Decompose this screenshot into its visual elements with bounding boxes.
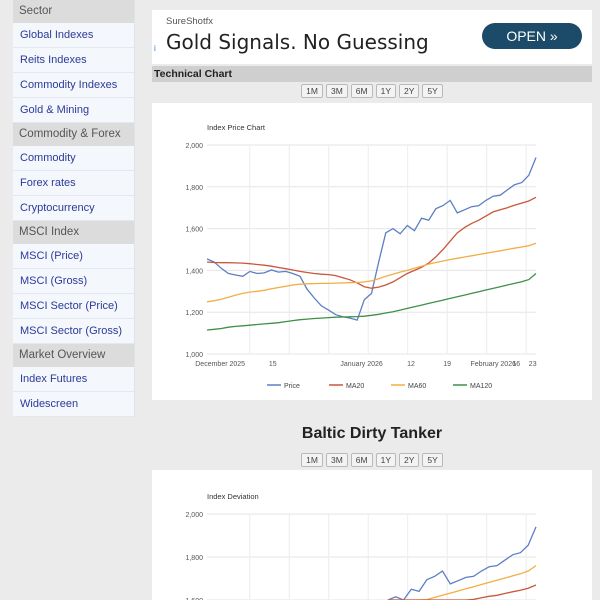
x-tick-label: 15 (269, 361, 277, 368)
info-icon[interactable]: i (154, 44, 156, 53)
chart-title: Index Deviation (207, 492, 259, 501)
sidebar-item[interactable]: Gold & Mining (13, 98, 134, 123)
sidebar-item[interactable]: Global Indexes (13, 23, 134, 48)
ad-banner[interactable]: SureShotfx i Gold Signals. No Guessing O… (152, 10, 592, 64)
sidebar-item[interactable]: MSCI (Price) (13, 244, 134, 269)
sidebar-header: Sector (13, 0, 134, 23)
chart-title: Index Price Chart (207, 123, 266, 132)
sidebar-header: MSCI Index (13, 221, 134, 244)
legend-label[interactable]: MA120 (470, 383, 492, 390)
y-tick-label: 2,000 (185, 512, 203, 519)
deviation-chart: Index Deviation 1,600 1,800 2,000 (185, 492, 537, 600)
sidebar-item[interactable]: MSCI Sector (Price) (13, 294, 134, 319)
x-tick-label: January 2026 (340, 361, 383, 368)
price-chart-card: Index Price Chart 1,000 1,200 1,400 1,600 1,8… (152, 103, 592, 400)
range-button-3m[interactable]: 3M (325, 453, 348, 467)
ad-brand: SureShotfx (166, 16, 213, 27)
range-button-1y[interactable]: 1Y (375, 84, 397, 98)
sidebar-item[interactable]: Cryptocurrency (13, 196, 134, 221)
ad-headline[interactable]: Gold Signals. No Guessing (166, 30, 429, 54)
legend-label[interactable]: MA20 (346, 383, 364, 390)
range-selector-1: 1M 3M 6M 1Y 2Y 5Y (152, 84, 592, 100)
range-button-3m[interactable]: 3M (325, 84, 348, 98)
y-tick-label: 1,400 (185, 268, 203, 275)
sidebar-item[interactable]: Commodity (13, 146, 134, 171)
range-button-1m[interactable]: 1M (301, 453, 323, 467)
sidebar-item[interactable]: Commodity Indexes (13, 73, 134, 98)
range-button-6m[interactable]: 6M (350, 453, 373, 467)
legend-label[interactable]: MA60 (408, 383, 426, 390)
range-button-6m[interactable]: 6M (350, 84, 373, 98)
range-button-2y[interactable]: 2Y (399, 84, 420, 98)
sidebar-item[interactable]: Widescreen (13, 392, 134, 417)
y-tick-label: 1,200 (185, 310, 203, 317)
sidebar: Sector Global Indexes Reits Indexes Commodi… (13, 0, 135, 417)
y-tick-label: 1,600 (185, 227, 203, 234)
sidebar-item[interactable]: MSCI (Gross) (13, 269, 134, 294)
series-line-ma120 (206, 273, 537, 331)
range-button-5y[interactable]: 5Y (422, 84, 443, 98)
ad-open-button[interactable]: OPEN » (482, 23, 582, 49)
range-selector-2: 1M 3M 6M 1Y 2Y 5Y (152, 453, 592, 469)
series-line-ma20 (206, 196, 537, 289)
series-line-price (206, 157, 537, 321)
x-tick-label: 19 (443, 361, 451, 368)
y-tick-label: 2,000 (185, 143, 203, 150)
y-tick-label: 1,000 (185, 352, 203, 359)
sidebar-header: Market Overview (13, 344, 134, 367)
deviation-chart-card: Index Deviation 1,600 1,800 2,000 (152, 470, 592, 600)
y-tick-label: 1,600 (185, 598, 203, 600)
y-tick-label: 1,800 (185, 555, 203, 562)
x-tick-label: 12 (407, 361, 415, 368)
x-tick-label: 16 (512, 361, 520, 368)
range-button-5y[interactable]: 5Y (422, 453, 443, 467)
range-button-2y[interactable]: 2Y (399, 453, 420, 467)
sidebar-header: Commodity & Forex (13, 123, 134, 146)
range-button-1y[interactable]: 1Y (375, 453, 397, 467)
series-line-ma60 (388, 565, 537, 600)
series-line-ma20 (388, 584, 537, 600)
x-tick-label: 23 (529, 361, 537, 368)
sidebar-item[interactable]: MSCI Sector (Gross) (13, 319, 134, 344)
price-chart: Index Price Chart 1,000 1,200 1,400 1,600 1,8… (185, 123, 537, 390)
sidebar-item[interactable]: Index Futures (13, 367, 134, 392)
legend-label[interactable]: Price (284, 383, 300, 390)
range-button-1m[interactable]: 1M (301, 84, 323, 98)
y-tick-label: 1,800 (185, 185, 203, 192)
sidebar-item[interactable]: Forex rates (13, 171, 134, 196)
series-line-price (387, 526, 537, 600)
second-chart-title: Baltic Dirty Tanker (301, 425, 443, 442)
section-title: Technical Chart (152, 66, 592, 82)
x-tick-label: February 2026 (470, 361, 516, 368)
x-tick-label: December 2025 (195, 361, 245, 368)
sidebar-item[interactable]: Reits Indexes (13, 48, 134, 73)
series-line-ma60 (206, 242, 537, 303)
